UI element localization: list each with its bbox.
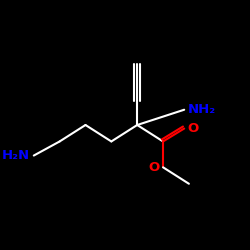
Text: H₂N: H₂N bbox=[2, 149, 30, 162]
Text: O: O bbox=[148, 161, 160, 174]
Text: O: O bbox=[188, 122, 199, 135]
Text: NH₂: NH₂ bbox=[188, 103, 216, 116]
